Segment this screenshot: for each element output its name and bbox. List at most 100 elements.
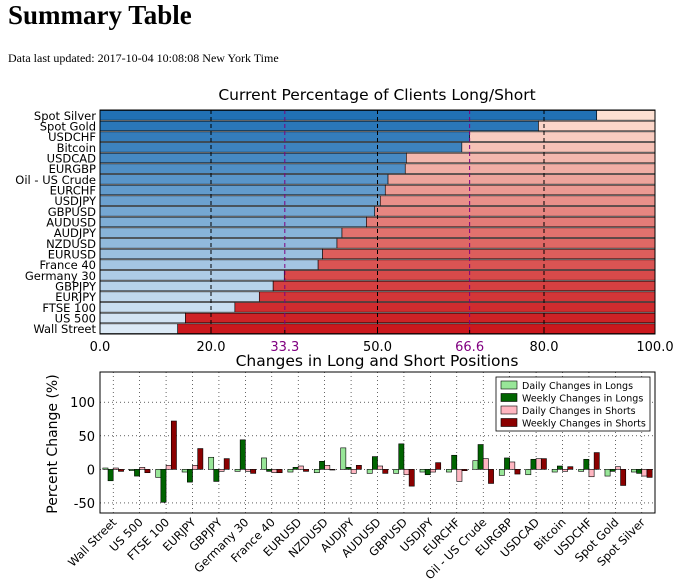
category-label: Oil - US Crude — [15, 173, 96, 187]
long-bar-4 — [99, 152, 407, 164]
long-bar-18 — [99, 302, 236, 313]
short-bar-2 — [469, 131, 656, 142]
change-bar — [345, 467, 352, 470]
change-bar — [329, 469, 336, 471]
change-bar — [155, 469, 162, 478]
change-bar — [297, 465, 304, 470]
change-bar — [488, 469, 494, 484]
long-bar-9 — [99, 206, 376, 217]
long-bar-3 — [99, 142, 463, 153]
long-bar-1 — [99, 120, 539, 132]
chart2-ylabel: Percent Change (%) — [45, 374, 61, 513]
change-bar — [350, 469, 357, 474]
long-bar-5 — [99, 163, 406, 174]
category-label: Wall Street — [33, 322, 96, 336]
change-bar — [366, 469, 373, 474]
long-bar-11 — [99, 227, 343, 238]
change-bar — [609, 469, 616, 472]
change-bar — [451, 454, 458, 470]
chart1-bars — [99, 110, 656, 334]
change-bar — [223, 458, 230, 470]
change-bar — [646, 469, 653, 478]
category-label: EURGBP — [49, 162, 96, 176]
xtick-label: 80.0 — [530, 340, 559, 355]
change-bar — [461, 469, 468, 472]
chart2-ytick-labels: -50 0 50 100 — [70, 396, 95, 512]
last-updated-text: Data last updated: 2017-10-04 10:08:08 N… — [8, 51, 279, 65]
change-bar — [313, 469, 320, 474]
change-bar — [371, 456, 378, 470]
long-bar-17 — [99, 291, 260, 302]
change-bar — [482, 458, 489, 470]
category-label: EURJPY — [55, 290, 97, 304]
short-bar-7 — [384, 184, 656, 196]
chart2-bars — [102, 420, 653, 503]
category-label: Spot Silver — [34, 109, 96, 123]
change-bar — [160, 469, 167, 503]
change-bar — [239, 439, 246, 470]
legend-label: Weekly Changes in Shorts — [522, 419, 646, 430]
category-label: NZDUSD — [46, 237, 96, 251]
short-bar-18 — [234, 302, 656, 313]
xtick-label: 66.6 — [455, 340, 484, 355]
change-bar — [551, 469, 558, 473]
xtick-label: 0.0 — [90, 340, 111, 355]
change-bar — [403, 469, 410, 476]
change-bar — [588, 469, 595, 478]
chart1-title: Current Percentage of Clients Long/Short — [218, 86, 535, 104]
ytick-label: -50 — [74, 497, 95, 512]
category-label: Spot Gold — [40, 120, 96, 134]
legend-swatch — [500, 418, 518, 427]
chart2-frame — [99, 371, 656, 514]
change-bar — [128, 469, 135, 472]
change-bar — [271, 469, 278, 474]
legend-label: Daily Changes in Shorts — [522, 406, 636, 417]
change-bar — [424, 469, 431, 476]
short-bar-6 — [387, 174, 656, 185]
change-bar — [324, 465, 331, 470]
change-bar — [144, 469, 151, 474]
category-label: USDCHF — [48, 130, 96, 144]
change-bar — [641, 469, 648, 477]
change-bar — [213, 469, 220, 482]
change-bar — [562, 469, 568, 472]
change-bar — [578, 469, 585, 472]
category-label: GBPUSD — [48, 205, 96, 219]
change-bar — [593, 452, 600, 470]
short-bar-0 — [596, 110, 656, 121]
legend-box — [495, 376, 651, 432]
chart1-frame — [99, 109, 656, 335]
short-bar-9 — [374, 206, 656, 217]
change-bar — [435, 462, 442, 470]
change-bar — [377, 465, 383, 470]
long-bar-14 — [99, 259, 319, 270]
category-label: Bitcoin — [57, 141, 96, 155]
legend-swatch — [500, 393, 518, 402]
chart2-title: Changes in Long and Short Positions — [236, 352, 519, 370]
change-bar — [477, 444, 484, 470]
change-bar — [498, 469, 505, 476]
change-bar — [430, 469, 436, 473]
change-bar — [620, 469, 627, 486]
change-bar — [615, 466, 621, 470]
change-bar — [408, 469, 415, 487]
ytick-label: 100 — [70, 396, 95, 411]
change-bar — [535, 458, 542, 470]
legend-label: Daily Changes in Longs — [522, 381, 633, 392]
category-label: US 500 — [55, 312, 96, 326]
change-bar — [303, 469, 309, 472]
category-label: AUDUSD — [46, 216, 96, 230]
xtick-label: 20.0 — [197, 340, 226, 355]
change-bar — [170, 420, 177, 470]
long-bar-19 — [99, 312, 186, 324]
change-bar — [340, 447, 347, 470]
long-bar-15 — [99, 270, 285, 281]
category-label: AUDJPY — [54, 226, 97, 240]
ytick-label: 0 — [87, 463, 95, 478]
short-bar-12 — [336, 238, 656, 249]
change-bar — [355, 465, 362, 470]
change-bar — [218, 469, 225, 472]
legend-swatch — [500, 405, 518, 415]
